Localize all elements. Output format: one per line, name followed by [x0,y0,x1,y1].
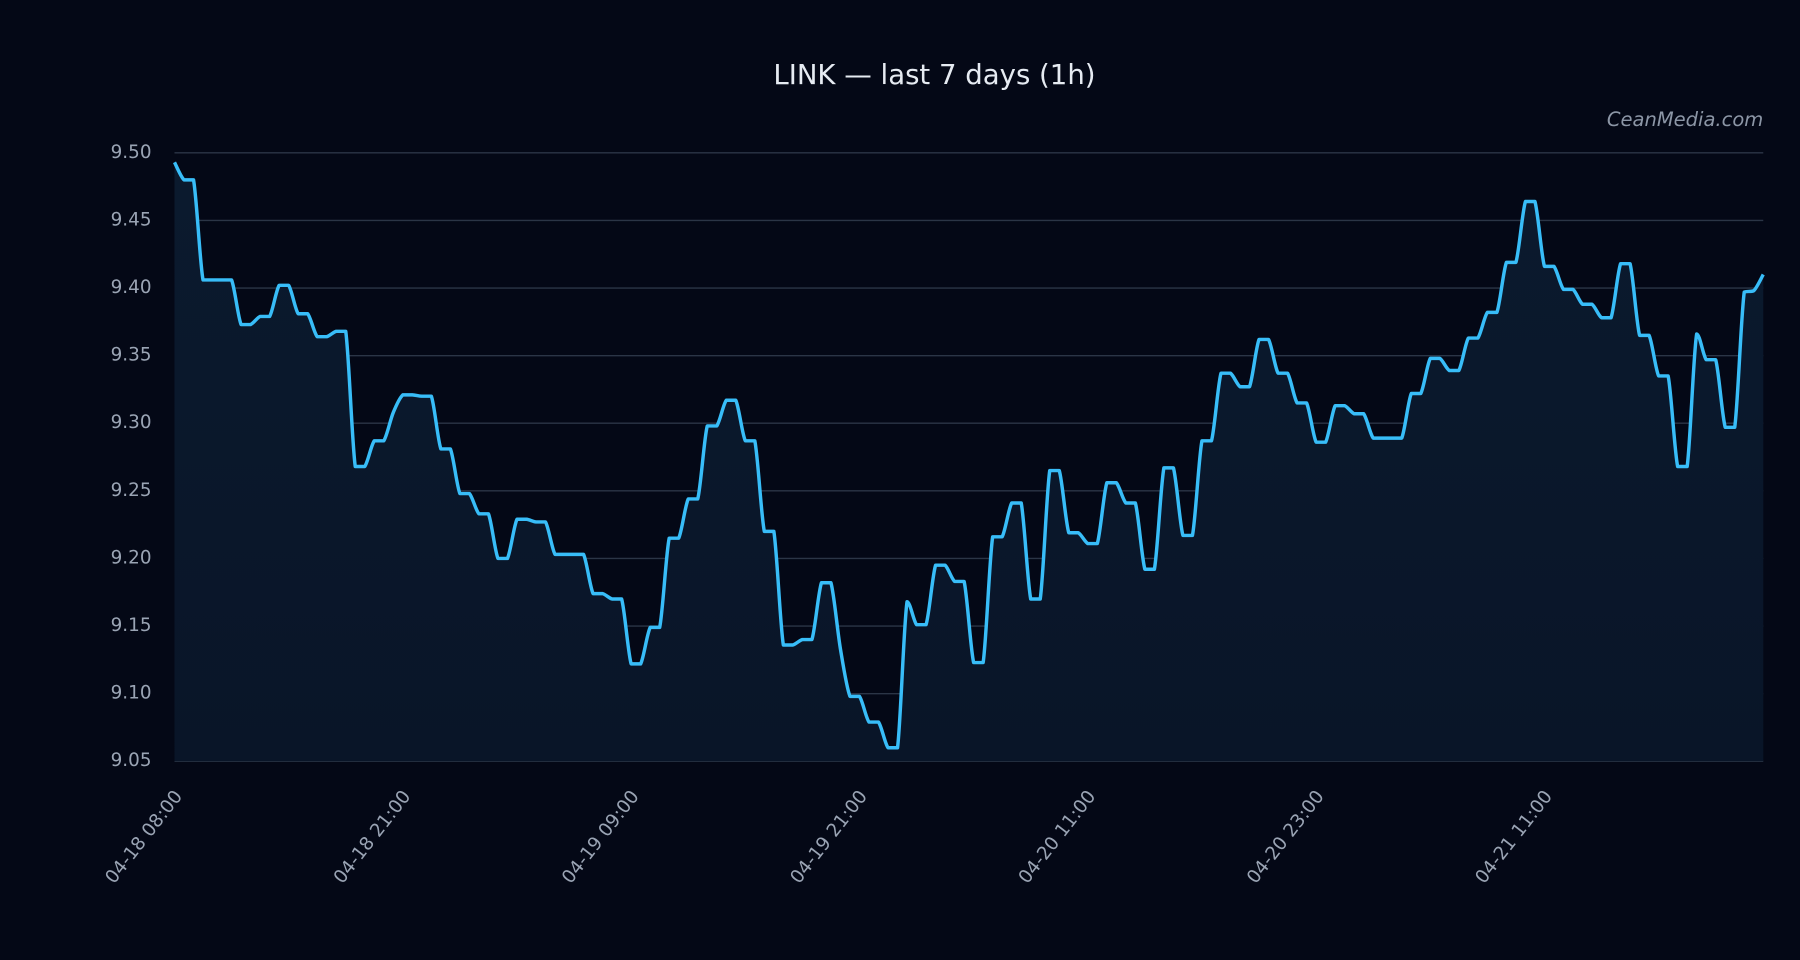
chart-title: LINK — last 7 days (1h) [773,59,1095,91]
y-tick-label: 9.10 [111,683,152,704]
y-tick-label: 9.50 [111,142,152,163]
y-tick-label: 9.15 [111,615,152,636]
watermark: CeanMedia.com [1607,108,1763,131]
y-tick-label: 9.40 [111,277,152,298]
line [172,161,1765,750]
y-tick-label: 9.45 [111,209,152,230]
area [174,162,1764,762]
y-tick-label: 9.30 [111,412,152,433]
plot [172,161,1765,762]
y-tick-label: 9.20 [111,547,152,568]
y-tick-label: 9.25 [111,480,152,501]
y-tick-label: 9.35 [111,345,152,366]
y-tick-label: 9.05 [111,750,152,771]
